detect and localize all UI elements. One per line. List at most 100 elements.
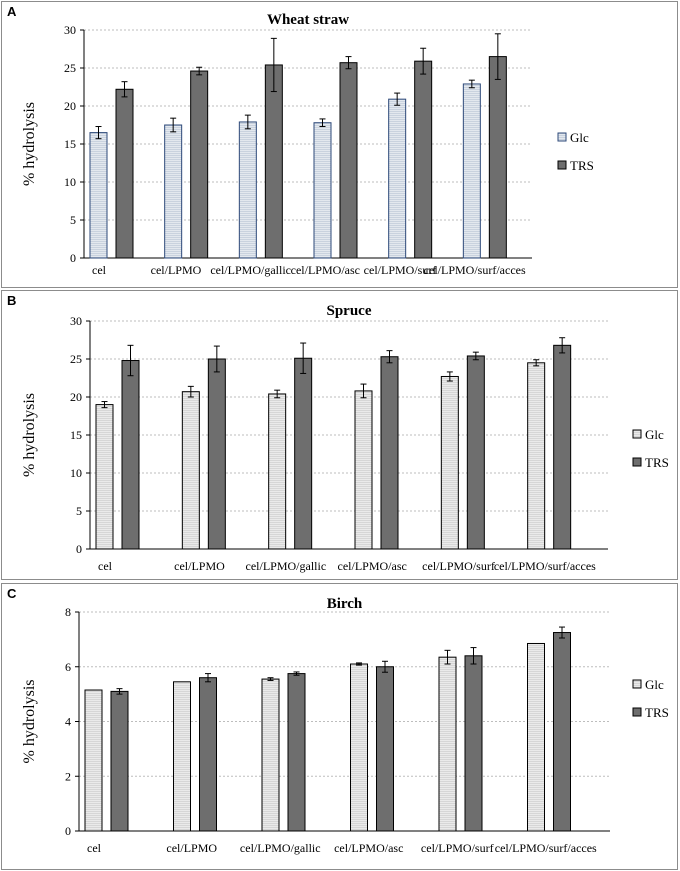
legend-label-glc: Glc	[645, 677, 664, 692]
y-tick-label: 0	[76, 542, 82, 556]
bar-trs	[466, 355, 485, 550]
chart-title: Wheat straw	[267, 12, 349, 28]
panel-b: B 0 5 10 15 20 25 30 Spruce % hydrolysis cel cel/L…	[1, 290, 678, 580]
bar-glc	[238, 121, 257, 259]
legend-label-glc: Glc	[570, 130, 589, 145]
y-tick-label: 20	[64, 99, 76, 113]
x-tick-label: cel/LPMO	[174, 559, 225, 573]
y-tick-label: 30	[64, 23, 76, 37]
chart-title: Birch	[327, 596, 363, 612]
x-tick-label: cel	[87, 841, 102, 855]
bar-glc	[84, 689, 103, 832]
bar-glc	[313, 122, 332, 259]
y-axis-label: % hydrolysis	[21, 102, 38, 186]
bar-trs	[553, 344, 572, 550]
legend-swatch-trs	[632, 457, 642, 467]
y-tick-label: 15	[70, 428, 82, 442]
chart-birch: 0 2 4 6 8 Birch % hydrolysis cel cel/LPMO cel/LPM…	[21, 596, 669, 855]
x-tick-label: cel/LPMO/gallic	[246, 559, 327, 573]
panel-a: A 0 5 10 15 20 25 30 Wheat straw % hydrolysis cel…	[1, 1, 678, 288]
bar-glc	[527, 642, 545, 832]
bar-trs	[115, 88, 134, 259]
y-tick-label: 20	[70, 390, 82, 404]
x-tick-label: cel/LPMO/surf	[422, 559, 495, 573]
bar-glc	[89, 132, 108, 259]
bar-trs	[190, 70, 209, 259]
legend-swatch-trs	[632, 707, 642, 717]
chart-title: Spruce	[327, 303, 372, 319]
bar-trs	[553, 632, 571, 832]
bar-trs	[199, 677, 217, 832]
bar-trs	[339, 62, 358, 259]
chart-spruce: 0 5 10 15 20 25 30 Spruce % hydrolysis cel cel/LPM…	[21, 303, 669, 573]
x-tick-label: cel/LPMO	[166, 841, 217, 855]
y-tick-label: 4	[65, 715, 71, 729]
x-tick-label: cel/LPMO/surf/acces	[494, 559, 596, 573]
legend-swatch-glc	[632, 679, 642, 689]
y-tick-label: 25	[70, 352, 82, 366]
bar-glc	[354, 390, 373, 550]
bar-glc	[438, 656, 457, 832]
y-tick-label: 15	[64, 137, 76, 151]
y-tick-label: 5	[76, 504, 82, 518]
bar-glc	[462, 83, 481, 259]
x-tick-label: cel/LPMO/asc	[291, 263, 360, 277]
bar-trs	[121, 360, 140, 550]
bar-trs	[376, 666, 394, 832]
legend-label-trs: TRS	[645, 705, 669, 720]
chart-wheat-straw: 0 5 10 15 20 25 30 Wheat straw % hydrolysis cel ce…	[21, 12, 594, 277]
bar-glc	[440, 375, 459, 550]
y-tick-label: 2	[65, 769, 71, 783]
x-tick-label: cel	[98, 559, 113, 573]
bar-trs	[380, 356, 399, 550]
bar-glc	[164, 124, 183, 259]
y-tick-label: 5	[70, 213, 76, 227]
panel-label: C	[7, 586, 17, 601]
bar-glc	[268, 393, 287, 550]
y-tick-label: 6	[65, 660, 71, 674]
legend-swatch-glc	[632, 429, 642, 439]
bar-trs	[464, 655, 483, 832]
y-tick-label: 0	[65, 824, 71, 838]
y-tick-label: 30	[70, 314, 82, 328]
legend-label-trs: TRS	[570, 158, 594, 173]
x-tick-label: cel/LPMO/gallic	[240, 841, 321, 855]
bar-trs	[414, 60, 433, 259]
panel-c: C 0 2 4 6 8 Birch % hydrolysis cel cel/LPMO cel/L…	[1, 583, 678, 870]
y-tick-label: 0	[70, 251, 76, 265]
bar-glc	[388, 98, 407, 259]
bar-glc	[527, 362, 546, 550]
bar-trs	[488, 56, 507, 259]
legend-swatch-trs	[557, 160, 567, 170]
y-tick-label: 10	[70, 466, 82, 480]
x-tick-label: cel/LPMO/surf	[364, 263, 437, 277]
bar-trs	[110, 690, 129, 832]
bar-glc	[350, 663, 368, 832]
y-tick-label: 25	[64, 61, 76, 75]
bar-glc	[261, 678, 280, 832]
x-tick-label: cel/LPMO/gallic	[210, 263, 291, 277]
bar-glc	[181, 391, 200, 550]
bar-trs	[294, 357, 313, 550]
x-tick-label: cel/LPMO/asc	[334, 841, 403, 855]
legend-label-glc: Glc	[645, 427, 664, 442]
x-tick-label: cel/LPMO/surf/acces	[495, 841, 597, 855]
bar-trs	[264, 64, 283, 259]
bar-glc	[173, 681, 191, 832]
panel-label: B	[7, 293, 17, 308]
bar-trs	[207, 358, 226, 550]
y-tick-label: 8	[65, 605, 71, 619]
panel-label: A	[7, 4, 17, 19]
x-tick-label: cel/LPMO/surf/acces	[424, 263, 526, 277]
x-tick-label: cel	[92, 263, 107, 277]
y-axis-label: % hydrolysis	[21, 393, 38, 477]
bar-trs	[287, 673, 306, 832]
x-tick-label: cel/LPMO/surf	[421, 841, 494, 855]
legend-label-trs: TRS	[645, 455, 669, 470]
bar-glc	[95, 404, 114, 550]
y-axis-label: % hydrolysis	[21, 680, 38, 764]
x-tick-label: cel/LPMO	[151, 263, 202, 277]
legend-swatch-glc	[557, 132, 567, 142]
x-tick-label: cel/LPMO/asc	[338, 559, 407, 573]
y-tick-label: 10	[64, 175, 76, 189]
